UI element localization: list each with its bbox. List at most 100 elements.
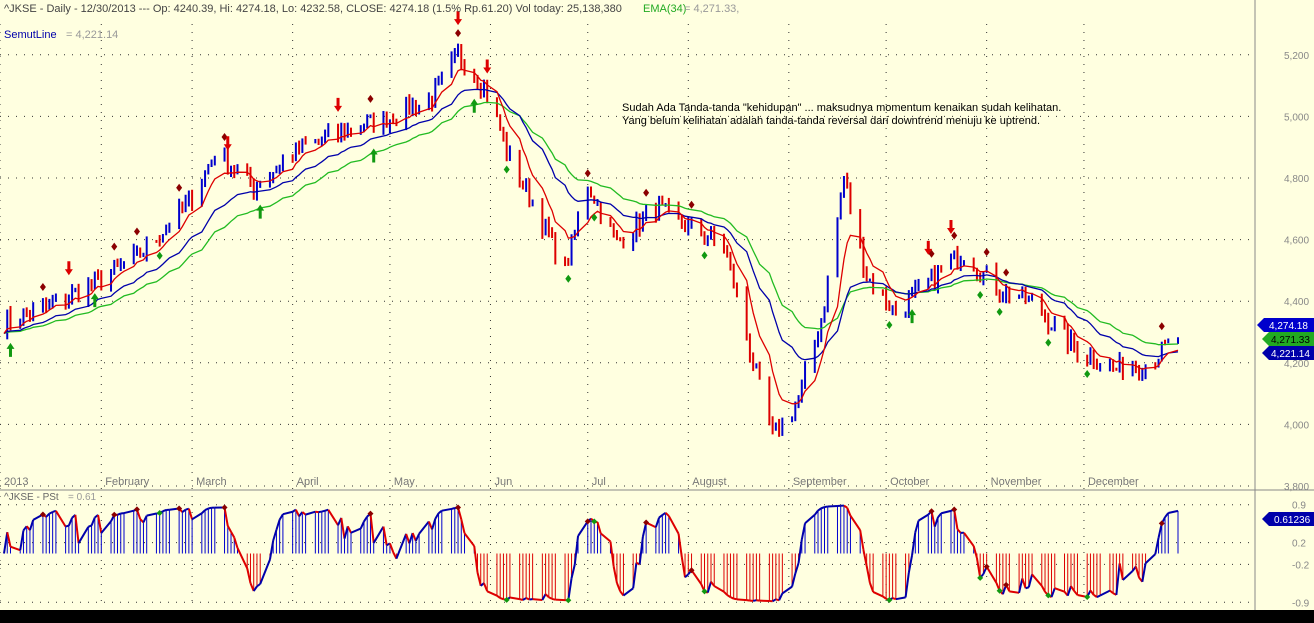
pst-sell-marker [39,511,46,518]
pst-line-segment [187,508,194,520]
sell-diamond-marker [688,200,695,209]
month-label: April [297,476,319,488]
pst-line-segment [985,566,998,584]
y-axis-labels: 5,200 5,000 4,800 4,600 4,400 4,200 4,000 3,800… [1284,51,1310,609]
pst-line-segment [1164,512,1170,518]
chart-background [0,0,1314,610]
pst-line-segment [713,585,725,593]
pst-buy-marker [156,510,163,517]
pst-sell-marker [584,518,591,525]
pst-line-segment [654,517,661,528]
pst-line-segment [723,591,728,596]
month-label: March [196,476,227,488]
pst-buy-marker [977,574,984,581]
pst-y-tick: 0.2 [1292,539,1306,550]
pst-buy-marker [591,518,598,525]
pst-line-segment [259,559,271,585]
pst-line-segment [499,597,504,601]
pst-sell-marker [688,567,695,574]
pst-line-segment [181,508,187,513]
pst-line-segment [1009,590,1020,594]
pst-line-segment [1054,587,1065,593]
pst-line-segment [658,514,663,519]
pst-line-segment [256,583,261,588]
pst-line-segment [1031,573,1043,587]
pst-sell-marker [1003,581,1010,588]
sell-diamond-marker [951,231,958,240]
pst-line-segment [55,510,67,528]
pst-buy-marker [701,588,708,595]
price-y-tick: 5,200 [1284,51,1309,62]
pst-sell-marker [951,506,958,513]
buy-diamond-marker [701,251,708,260]
pst-line-segment [911,532,917,556]
pst-line-segment [797,539,803,564]
pst-buy-marker [565,597,572,604]
pst-line-segment [359,521,365,529]
buy-arrow-icon [908,309,917,324]
pst-line-segment [972,545,978,559]
sell-arrow-icon [334,97,343,112]
pst-line-segment [67,517,74,526]
pst-line-segment [437,509,443,515]
pst-line-segment [1073,590,1079,596]
price-y-tick: 3,800 [1284,482,1309,493]
pst-line-segment [933,516,939,528]
pst-line-segment [710,581,716,587]
pst-line-segment [690,569,703,585]
pst-line-segment [525,597,530,601]
pst-buy-marker [1084,593,1091,600]
price-y-tick: 4,400 [1284,297,1309,308]
pst-line-segment [1168,509,1179,514]
sell-arrow-icon [483,59,492,74]
price-y-tick: 4,200 [1284,359,1309,370]
x-axis-labels: 2013 February March April May Jun Jul August Sep… [4,476,1139,488]
pst-line-segment [522,597,527,601]
buy-diamond-marker [156,251,163,260]
pst-line-segment [272,529,278,541]
sell-diamond-marker [455,29,462,38]
month-label: May [394,476,415,488]
sell-diamond-marker [983,248,990,257]
pst-line-segment [226,525,232,533]
ema-34-line [3,101,1179,346]
pst-line-segment [872,591,884,598]
pst-line-segment [612,566,618,584]
pst-line-segment [363,515,369,523]
pst-line-segment [48,511,54,515]
pst-line-segment [975,557,982,579]
pst-line-segment [963,532,975,547]
pst-y-tick: -0.9 [1292,598,1310,609]
pst-line-segment [249,582,255,592]
buy-diamond-marker [996,307,1003,316]
buy-diamond-marker [977,290,984,299]
pst-line-segment [65,524,70,528]
pst-value: = 0.61 [68,492,97,503]
pst-line-segment [895,596,906,601]
price-y-tick: 4,600 [1284,236,1309,247]
sell-diamond-marker [111,242,118,251]
pst-line-segment [411,532,417,542]
pst-line-segment [859,530,865,550]
pst-line-segment [414,533,421,542]
pst-line-segment [117,512,122,516]
month-label: August [692,476,726,488]
badge-close-text: 4,274.18 [1269,321,1308,332]
pst-line-segment [551,597,556,601]
pst-line-segment [775,598,780,602]
pst-sell-marker [133,506,140,513]
pst-line-segment [473,545,479,573]
pst-sell-marker [1158,520,1165,527]
pst-line-segment [496,594,501,599]
pst-line-segment [616,582,622,592]
indicator-lines [3,68,1179,603]
month-label: October [890,476,929,488]
header-ema-label: EMA(34) [643,3,686,15]
pst-line-segment [162,509,167,513]
pst-line-segment [577,520,589,537]
pst-line-segment [1115,563,1121,595]
pst-line-segment [778,593,784,601]
pst-sell-marker [455,504,462,511]
price-y-tick: 4,800 [1284,174,1309,185]
